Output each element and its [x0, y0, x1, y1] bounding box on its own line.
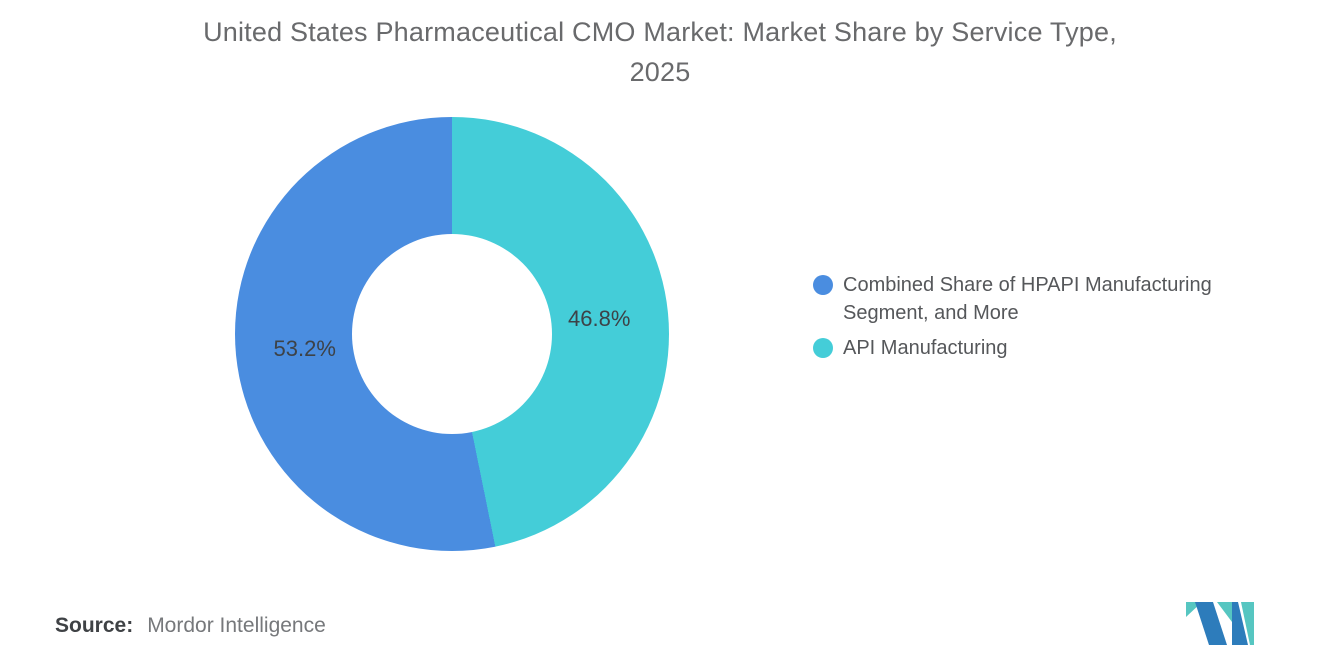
legend: Combined Share of HPAPI Manufacturing Se…: [813, 271, 1263, 369]
logo-teal-bar: [1241, 602, 1254, 645]
donut-chart: 53.2% 46.8%: [235, 117, 669, 551]
logo-teal-mid: [1217, 602, 1232, 622]
donut-hole: [352, 234, 552, 434]
legend-swatch-hpapi-icon: [813, 275, 833, 295]
chart-title: United States Pharmaceutical CMO Market:…: [0, 12, 1320, 92]
chart-title-line1: United States Pharmaceutical CMO Market:…: [203, 17, 1117, 47]
slice-label-hpapi: 53.2%: [273, 335, 336, 361]
legend-label-hpapi: Combined Share of HPAPI Manufacturing Se…: [843, 274, 1212, 324]
slice-label-api: 46.8%: [568, 306, 631, 332]
source-value: Mordor Intelligence: [147, 614, 326, 637]
logo-blue-band2: [1232, 602, 1248, 645]
mordor-intelligence-logo-icon: [1186, 602, 1254, 645]
legend-item-hpapi: Combined Share of HPAPI Manufacturing Se…: [813, 271, 1263, 327]
source-label: Source:: [55, 614, 134, 637]
legend-swatch-api-icon: [813, 338, 833, 358]
chart-title-line2: 2025: [629, 57, 691, 87]
logo-blue-band1: [1195, 602, 1227, 645]
legend-label-api: API Manufacturing: [843, 337, 1008, 359]
legend-item-api: API Manufacturing: [813, 334, 1263, 362]
source-line: Source: Mordor Intelligence: [55, 614, 326, 638]
